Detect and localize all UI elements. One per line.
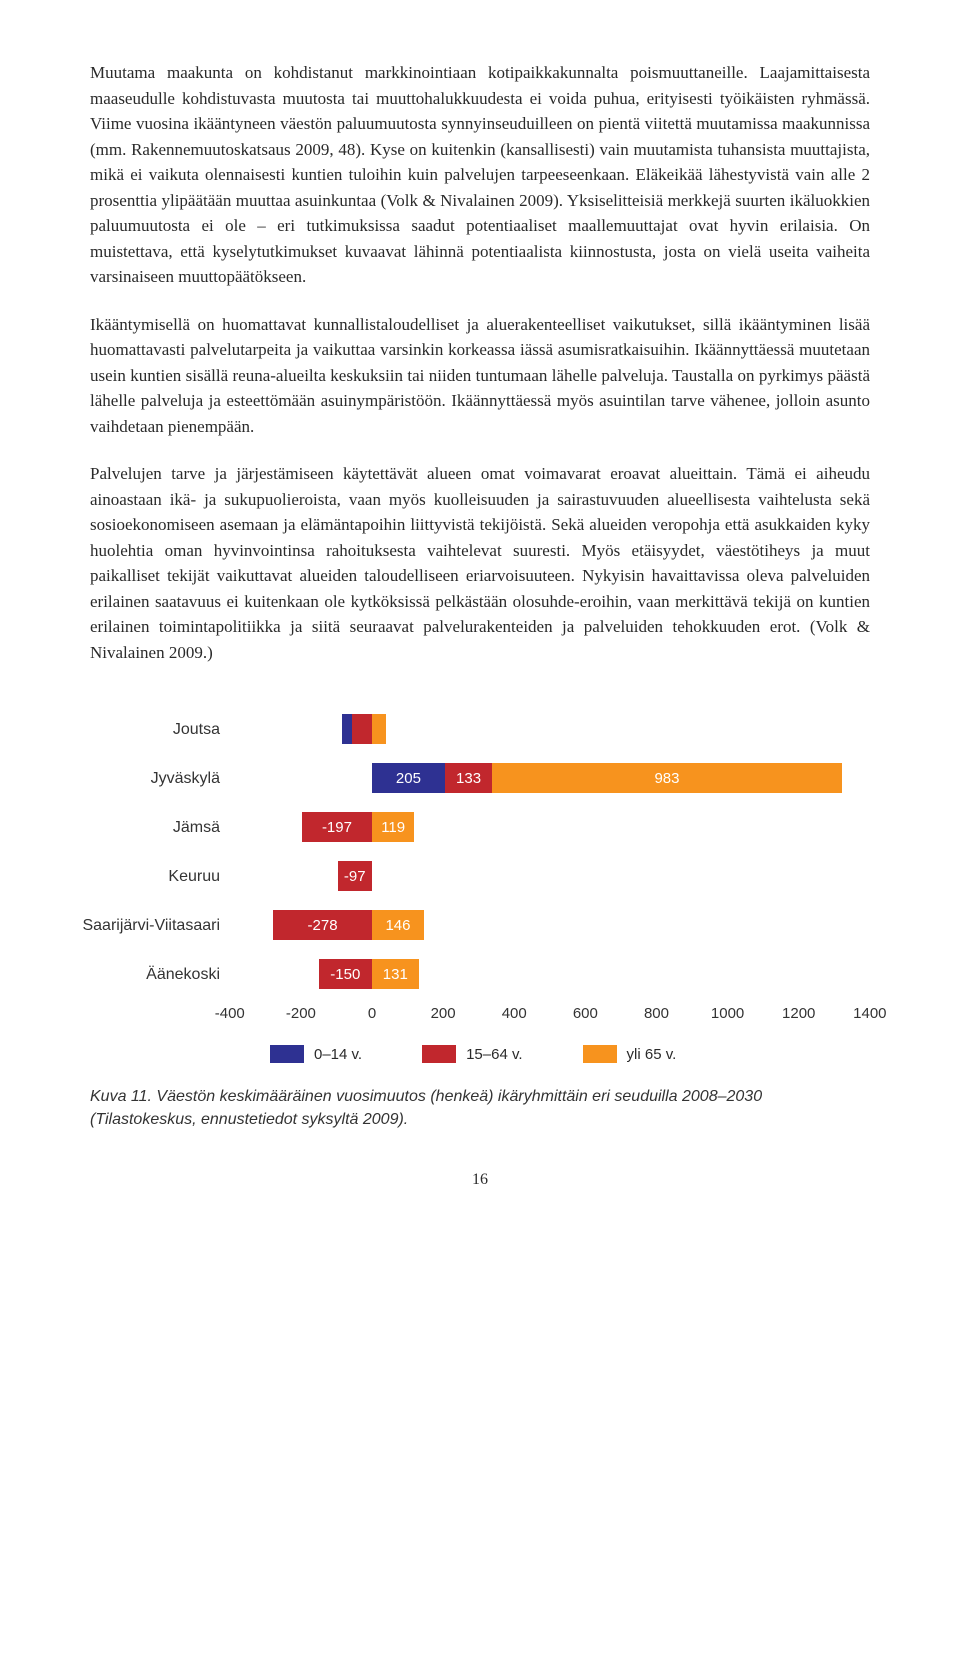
- chart-row: Joutsa: [60, 705, 880, 754]
- legend-label: 15–64 v.: [466, 1046, 522, 1063]
- chart-plot-area: -97: [230, 852, 870, 901]
- chart-row: Keuruu -97: [60, 852, 880, 901]
- figure-caption: Kuva 11. Väestön keskimääräinen vuosimuu…: [90, 1085, 870, 1131]
- legend-item: 15–64 v.: [422, 1045, 522, 1063]
- chart-x-axis: -400-2000200400600800100012001400: [60, 1005, 880, 1027]
- bar-15-64: [352, 714, 372, 744]
- bar-0-14: [342, 714, 353, 744]
- category-label: Keuruu: [60, 868, 230, 886]
- population-change-chart: JoutsaJyväskylä205133983Jämsä-197119Keur…: [60, 705, 880, 1063]
- bar-65: 983: [492, 763, 842, 793]
- category-label: Äänekoski: [60, 966, 230, 984]
- bar-65: [372, 714, 386, 744]
- chart-plot-area: -197119: [230, 803, 870, 852]
- category-label: Joutsa: [60, 721, 230, 739]
- legend-swatch: [583, 1045, 617, 1063]
- bar-65: 146: [372, 910, 424, 940]
- legend-item: yli 65 v.: [583, 1045, 677, 1063]
- page-number: 16: [90, 1171, 870, 1189]
- bar-15-64: -97: [338, 861, 372, 891]
- axis-tick: -200: [286, 1005, 316, 1022]
- paragraph-3: Palvelujen tarve ja järjestämiseen käyte…: [90, 461, 870, 665]
- chart-plot-area: [230, 705, 870, 754]
- axis-tick: 400: [502, 1005, 527, 1022]
- chart-legend: 0–14 v. 15–64 v. yli 65 v.: [270, 1045, 880, 1063]
- axis-tick: 1400: [853, 1005, 886, 1022]
- legend-swatch: [422, 1045, 456, 1063]
- bar-65: 119: [372, 812, 414, 842]
- axis-tick: 800: [644, 1005, 669, 1022]
- paragraph-1: Muutama maakunta on kohdistanut markkino…: [90, 60, 870, 290]
- axis-tick: 200: [431, 1005, 456, 1022]
- category-label: Jyväskylä: [60, 770, 230, 788]
- bar-15-64: -150: [319, 959, 372, 989]
- axis-tick: 600: [573, 1005, 598, 1022]
- axis-tick: 0: [368, 1005, 376, 1022]
- axis-tick: 1200: [782, 1005, 815, 1022]
- axis-tick: 1000: [711, 1005, 744, 1022]
- chart-row: Saarijärvi-Viitasaari-278146: [60, 901, 880, 950]
- axis-tick: -400: [215, 1005, 245, 1022]
- bar-15-64: 133: [445, 763, 492, 793]
- paragraph-2: Ikääntymisellä on huomattavat kunnallist…: [90, 312, 870, 440]
- category-label: Saarijärvi-Viitasaari: [60, 917, 230, 935]
- caption-text: Väestön keskimääräinen vuosimuutos (henk…: [90, 1088, 762, 1128]
- bar-65: 131: [372, 959, 419, 989]
- chart-plot-area: -278146: [230, 901, 870, 950]
- chart-row: Äänekoski-150131: [60, 950, 880, 999]
- legend-label: yli 65 v.: [627, 1046, 677, 1063]
- legend-swatch: [270, 1045, 304, 1063]
- bar-15-64: -278: [273, 910, 372, 940]
- bar-0-14: 205: [372, 763, 445, 793]
- chart-plot-area: -150131: [230, 950, 870, 999]
- chart-row: Jämsä-197119: [60, 803, 880, 852]
- legend-item: 0–14 v.: [270, 1045, 362, 1063]
- legend-label: 0–14 v.: [314, 1046, 362, 1063]
- caption-lead: Kuva 11.: [90, 1088, 152, 1105]
- chart-row: Jyväskylä205133983: [60, 754, 880, 803]
- chart-plot-area: 205133983: [230, 754, 870, 803]
- category-label: Jämsä: [60, 819, 230, 837]
- bar-15-64: -197: [302, 812, 372, 842]
